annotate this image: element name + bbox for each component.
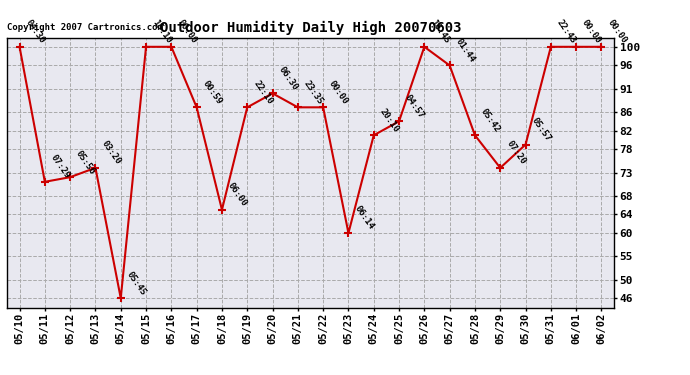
Text: 22:10: 22:10 [251,79,274,106]
Text: 05:45: 05:45 [125,270,148,297]
Text: 07:20: 07:20 [504,139,527,166]
Text: 00:00: 00:00 [175,18,198,45]
Text: 06:14: 06:14 [353,204,375,232]
Text: 04:30: 04:30 [23,18,46,45]
Text: 22:43: 22:43 [555,18,578,45]
Text: 06:00: 06:00 [226,181,249,209]
Text: 03:20: 03:20 [99,139,122,166]
Text: 06:30: 06:30 [277,65,299,92]
Text: 04:57: 04:57 [403,93,426,120]
Text: Copyright 2007 Cartronics.com: Copyright 2007 Cartronics.com [7,23,163,32]
Text: 00:00: 00:00 [580,18,603,45]
Text: 00:59: 00:59 [201,79,224,106]
Text: 16:45: 16:45 [428,18,451,45]
Text: 01:44: 01:44 [454,37,477,64]
Text: 07:29: 07:29 [49,153,72,180]
Text: 05:56: 05:56 [75,148,97,176]
Text: 00:00: 00:00 [606,18,629,45]
Text: 05:57: 05:57 [530,116,553,143]
Text: 20:10: 20:10 [378,107,401,134]
Text: 15:10: 15:10 [150,18,173,45]
Text: 23:35: 23:35 [302,79,325,106]
Title: Outdoor Humidity Daily High 20070603: Outdoor Humidity Daily High 20070603 [160,21,461,35]
Text: 05:42: 05:42 [479,107,502,134]
Text: 00:00: 00:00 [327,79,350,106]
